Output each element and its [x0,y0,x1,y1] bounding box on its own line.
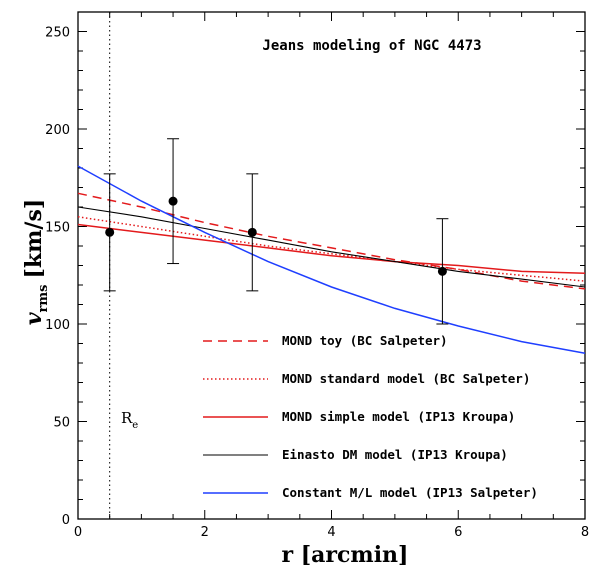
legend-label-2: MOND standard model (BC Salpeter) [282,371,530,386]
effective-radius-symbol: R [121,409,133,427]
x-tick-label: 8 [581,525,589,540]
effective-radius-label: Re [121,409,138,431]
legend-label-1: MOND toy (BC Salpeter) [282,333,448,348]
y-tick-label: 150 [45,221,70,236]
series-line-5 [77,165,586,355]
effective-radius-subscript: e [132,420,138,431]
observations-layer [103,138,449,325]
series-line-1 [77,192,586,290]
y-axis-unit: [km/s] [21,199,47,279]
y-tick-label: 0 [62,513,70,528]
y-axis-subscript: rms [36,285,51,313]
chart-title: Jeans modeling of NGC 4473 [262,38,481,54]
axis-ticks: 0 2 4 6 8 0 50 100 150 200 250 [45,11,589,540]
y-tick-label: 200 [45,123,70,138]
y-tick-label: 50 [53,416,70,431]
series-line-3 [77,223,586,275]
y-axis-title: vrms [km/s] [21,199,51,326]
legend-label-4: Einasto DM model (IP13 Kroupa) [282,447,508,462]
data-point [247,227,257,237]
series-line-4 [77,206,586,288]
series-layer [77,165,586,355]
data-point [168,196,178,206]
y-axis-symbol: v [21,312,47,325]
legend-label-5: Constant M/L model (IP13 Salpeter) [282,485,538,500]
legend: MOND toy (BC Salpeter) MOND standard mode… [203,333,538,500]
x-tick-label: 6 [454,525,462,540]
series-line-2 [77,216,586,282]
data-point [105,227,115,237]
x-tick-label: 4 [327,525,335,540]
data-point [437,266,447,276]
y-tick-label: 250 [45,26,70,41]
x-tick-label: 0 [74,525,82,540]
plot-frame [77,11,586,520]
x-tick-label: 2 [201,525,209,540]
x-axis-title: r [arcmin] [282,542,409,566]
legend-label-3: MOND simple model (IP13 Kroupa) [282,409,515,424]
y-tick-label: 100 [45,318,70,333]
